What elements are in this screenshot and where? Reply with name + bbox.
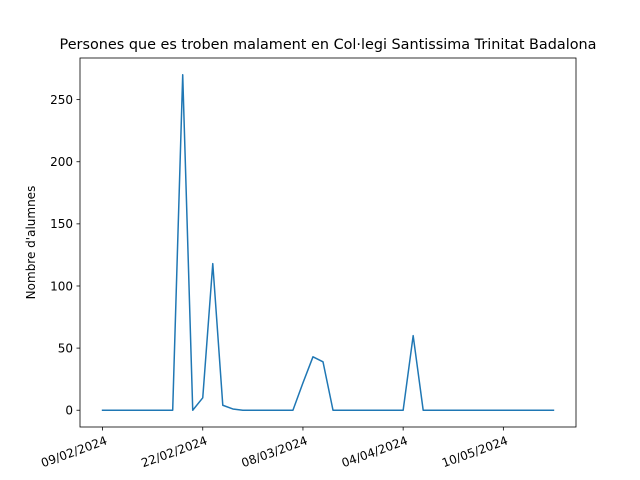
y-tick-label: 0	[65, 404, 73, 418]
x-tick-label: 22/02/2024	[139, 433, 209, 470]
x-axis: 09/02/2024 22/02/2024 08/03/2024 04/04/2024…	[39, 427, 510, 470]
y-axis: 0 50 100 150 200 250	[50, 93, 80, 418]
x-tick-label: 04/04/2024	[340, 433, 410, 470]
plot-frame	[79, 57, 577, 428]
x-tick-label: 10/05/2024	[440, 433, 510, 470]
series-line	[101, 74, 555, 411]
x-tick-label: 08/03/2024	[240, 433, 310, 470]
series-group	[101, 74, 555, 411]
y-tick-label: 150	[50, 217, 73, 231]
y-tick-label: 250	[50, 93, 73, 107]
y-tick-label: 200	[50, 155, 73, 169]
y-axis-label: Nombre d'alumnes	[24, 186, 38, 300]
chart-title: Persones que es troben malament en Col·l…	[60, 37, 597, 53]
x-tick-label: 09/02/2024	[39, 433, 109, 470]
y-tick-label: 50	[58, 341, 73, 355]
y-tick-label: 100	[50, 279, 73, 293]
plot-area: 0 50 100 150 200 250 09/02/2024 22/02/2024 08/0…	[39, 57, 577, 470]
